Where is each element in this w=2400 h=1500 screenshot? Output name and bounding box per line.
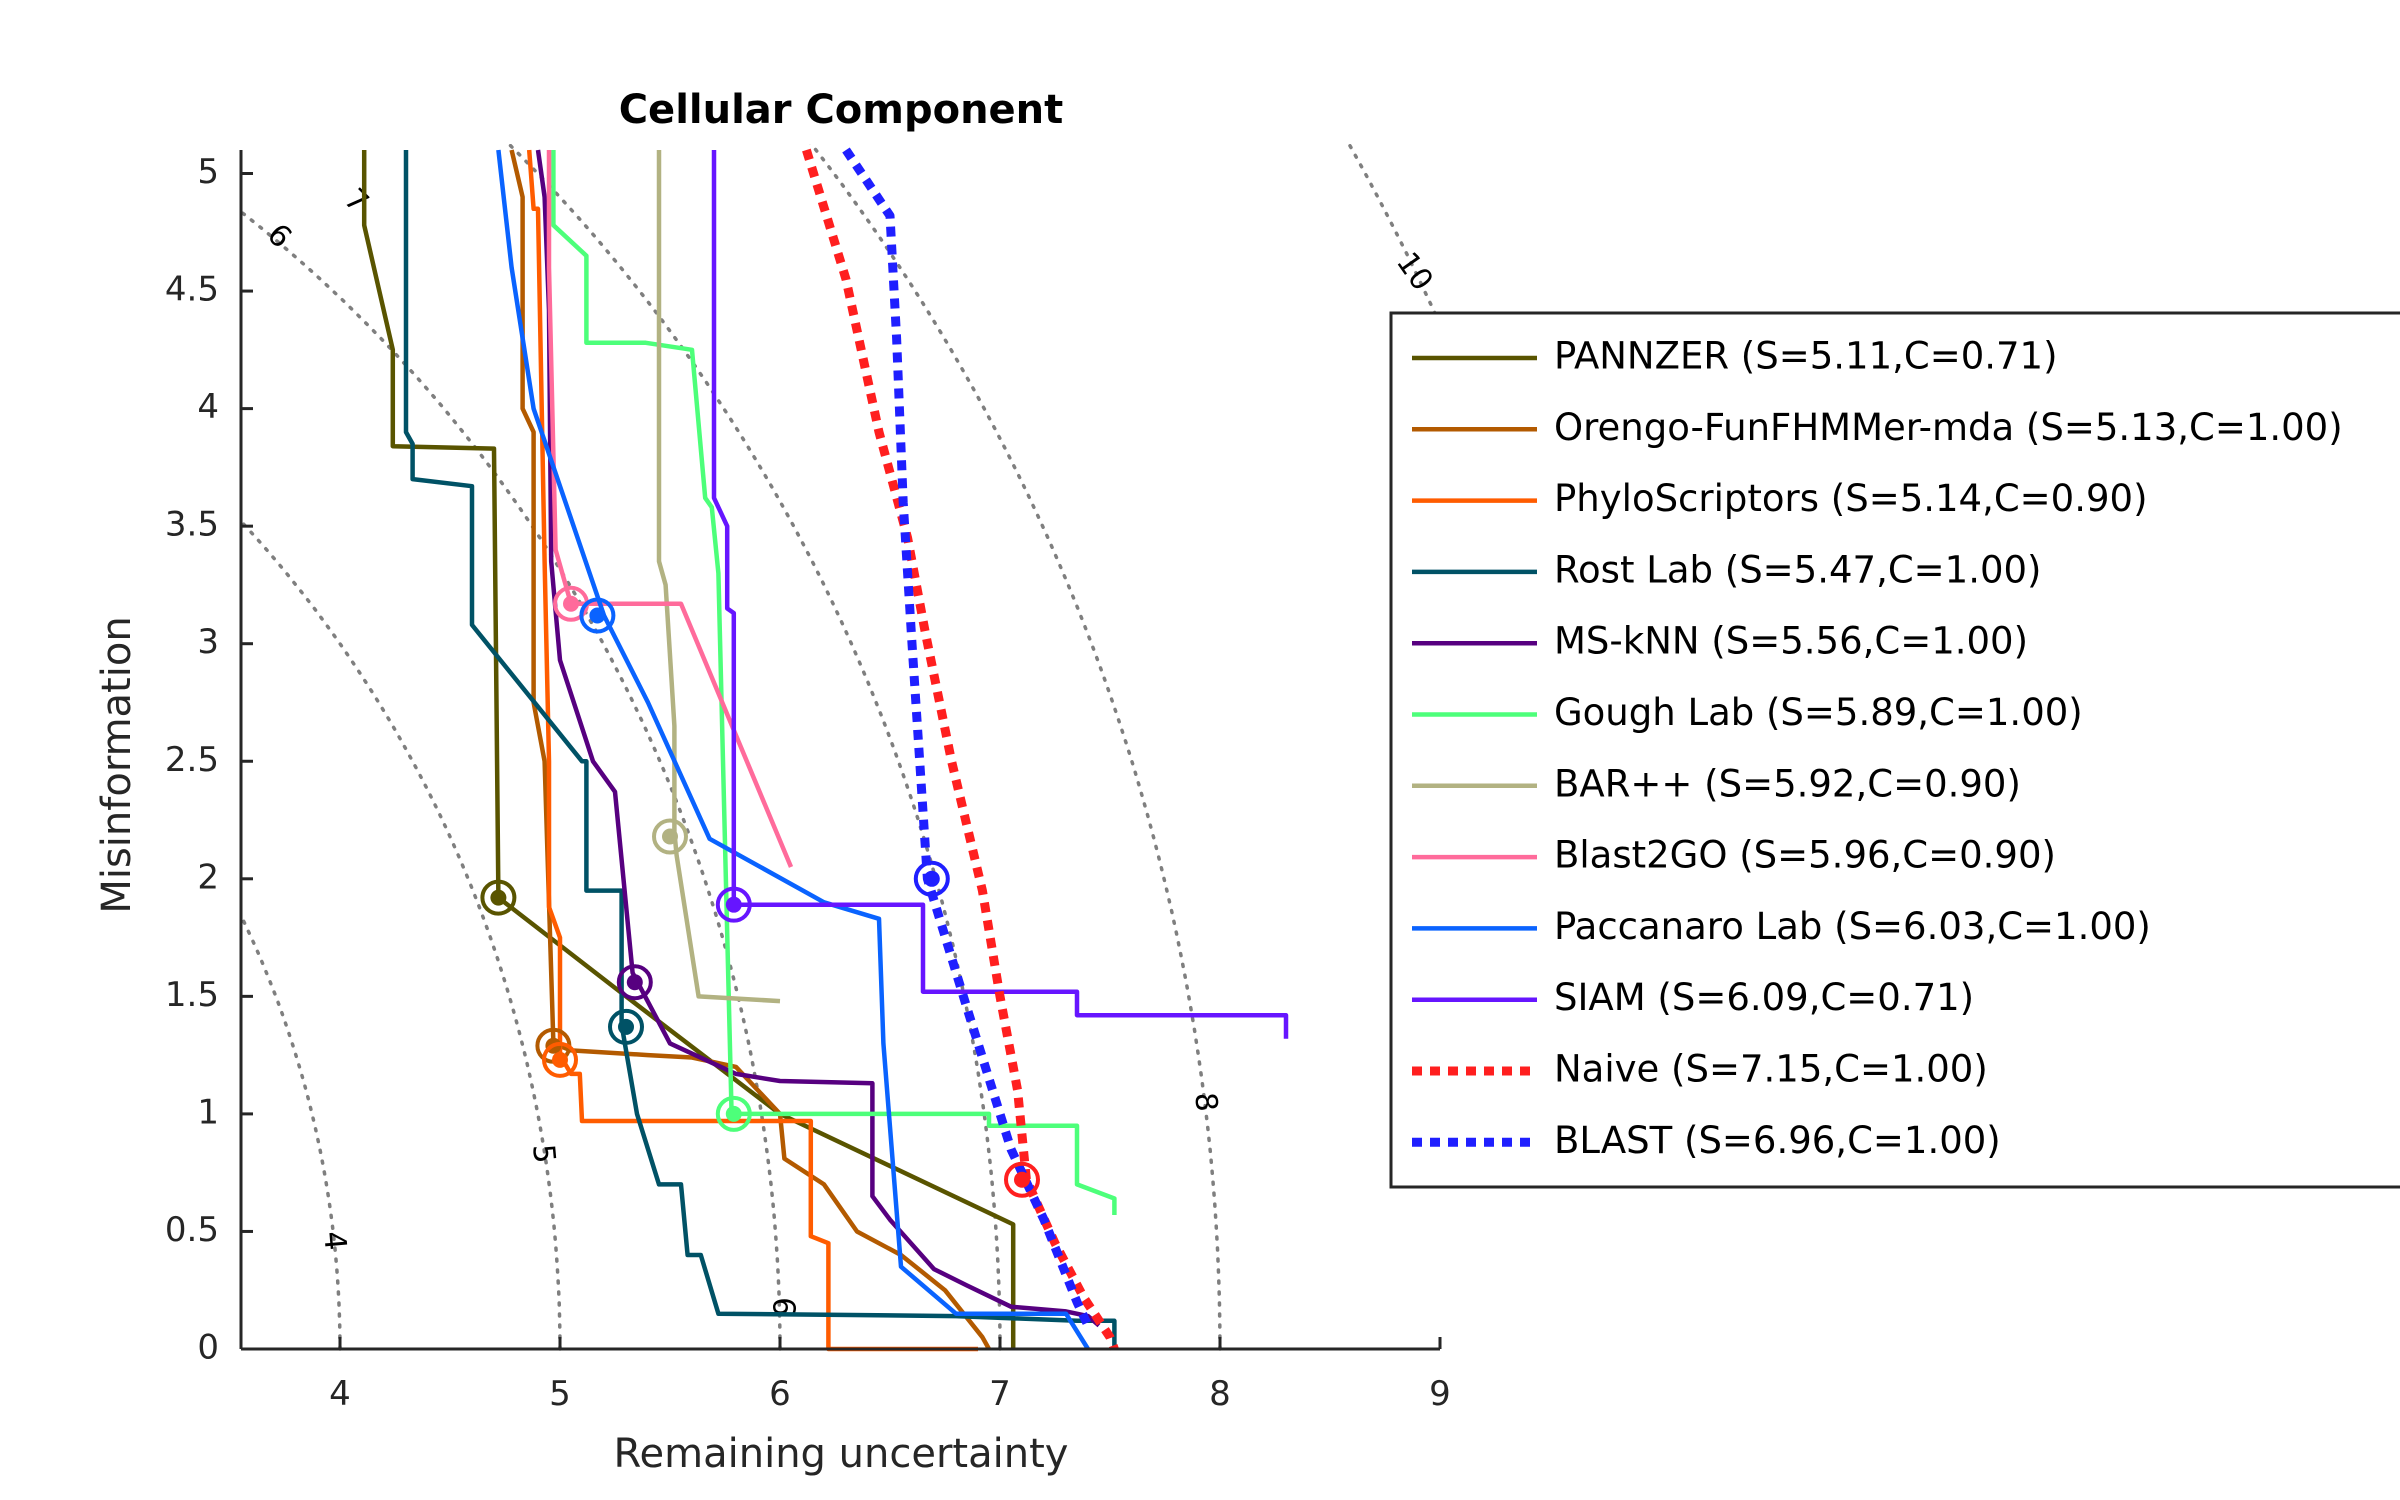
chart-title: Cellular Component [619, 87, 1064, 133]
series-line [526, 149, 978, 1352]
legend-label: BAR++ (S=5.92,C=0.90) [1554, 762, 2021, 805]
contour-label: 4 [316, 1230, 353, 1252]
y-tick-label: 4.5 [165, 270, 219, 310]
series-marker-ring [652, 818, 688, 855]
series-marker-dot [589, 607, 606, 624]
legend-label: Orengo-FunFHMMer-mda (S=5.13,C=1.00) [1554, 406, 2343, 449]
contour-label: 10 [1389, 246, 1440, 297]
y-tick-label: 1.5 [165, 975, 219, 1015]
series-line [535, 149, 1101, 1328]
series-line [656, 150, 781, 1004]
legend-label: MS-kNN (S=5.56,C=1.00) [1554, 620, 2028, 663]
legend-label: Gough Lab (S=5.89,C=1.00) [1554, 691, 2083, 734]
x-axis-label: Remaining uncertainty [614, 1431, 1069, 1477]
series-marker-ring [579, 597, 616, 634]
series-marker-dot [618, 1018, 634, 1035]
legend-label: Naive (S=7.15,C=1.00) [1554, 1048, 1988, 1091]
axes [239, 150, 1440, 1351]
series-marker-ring [1004, 1161, 1040, 1198]
series-marker-dot [490, 889, 507, 906]
legend: PANNZER (S=5.11,C=0.71) Orengo-FunFHMMer-… [1389, 311, 2400, 1189]
x-tick-label: 8 [1209, 1374, 1231, 1414]
series-line [551, 150, 1117, 1215]
series-marker-ring [542, 1041, 578, 1078]
y-tick-label: 3 [197, 622, 219, 662]
series-marker-ring [616, 964, 653, 1001]
legend-label: Blast2GO (S=5.96,C=0.90) [1554, 834, 2056, 877]
series-line [711, 150, 1289, 1039]
y-axis-ticks: 0 0.5 1 1.5 2 2.5 3 3.5 4 4.5 5 [165, 152, 253, 1368]
y-tick-label: 1 [197, 1092, 219, 1132]
series-line [496, 149, 1090, 1351]
contour-label: 7 [337, 182, 375, 220]
contour-label: 6 [766, 1297, 801, 1316]
series-marker-dot [552, 1051, 568, 1068]
series-lines [361, 147, 1289, 1352]
series-marker-dot [923, 870, 940, 887]
series-marker-dot [626, 974, 643, 991]
series-line [802, 148, 1119, 1351]
series-marker-ring [608, 1008, 644, 1045]
y-tick-label: 3.5 [165, 505, 219, 545]
y-tick-label: 2.5 [165, 740, 219, 780]
series-marker-ring [715, 1095, 752, 1132]
series-line [546, 150, 794, 868]
series-markers [480, 585, 1040, 1198]
x-axis-ticks: 4 5 6 7 8 9 [329, 1337, 1451, 1414]
y-tick-label: 4 [197, 387, 219, 427]
x-tick-label: 4 [329, 1374, 351, 1414]
contour-line [241, 911, 342, 1351]
y-axis-label: Misinformation [94, 616, 140, 913]
legend-box [1389, 311, 2400, 1189]
y-tick-label: 0.5 [165, 1210, 219, 1250]
series-marker-dot [662, 828, 678, 845]
series-marker-ring [715, 886, 752, 923]
contour-label: 8 [1187, 1091, 1224, 1113]
contour-line [241, 518, 562, 1351]
legend-label: BLAST (S=6.96,C=1.00) [1554, 1119, 2001, 1162]
legend-label: SIAM (S=6.09,C=0.71) [1554, 976, 1974, 1019]
series-marker-dot [563, 595, 579, 612]
x-tick-label: 9 [1429, 1374, 1451, 1414]
contour-label: 6 [260, 217, 298, 255]
contour-label: 5 [525, 1143, 562, 1165]
series-marker-ring [913, 860, 950, 897]
x-tick-label: 6 [769, 1374, 791, 1414]
series-marker-ring [480, 879, 517, 916]
series-line [361, 150, 1016, 1349]
y-tick-label: 0 [197, 1328, 219, 1368]
x-tick-label: 7 [989, 1374, 1011, 1414]
series-line [842, 147, 1093, 1328]
legend-label: PANNZER (S=5.11,C=0.71) [1554, 335, 2058, 378]
contour-line [809, 144, 1222, 1351]
series-marker-dot [1014, 1171, 1030, 1188]
series-marker-dot [725, 1105, 742, 1122]
y-tick-label: 2 [197, 857, 219, 897]
legend-label: Rost Lab (S=5.47,C=1.00) [1554, 548, 2042, 591]
series-marker-dot [725, 896, 742, 913]
y-tick-label: 5 [197, 152, 219, 192]
legend-label: Paccanaro Lab (S=6.03,C=1.00) [1554, 905, 2151, 948]
x-tick-label: 5 [549, 1374, 571, 1414]
legend-label: PhyloScriptors (S=5.14,C=0.90) [1554, 477, 2148, 520]
